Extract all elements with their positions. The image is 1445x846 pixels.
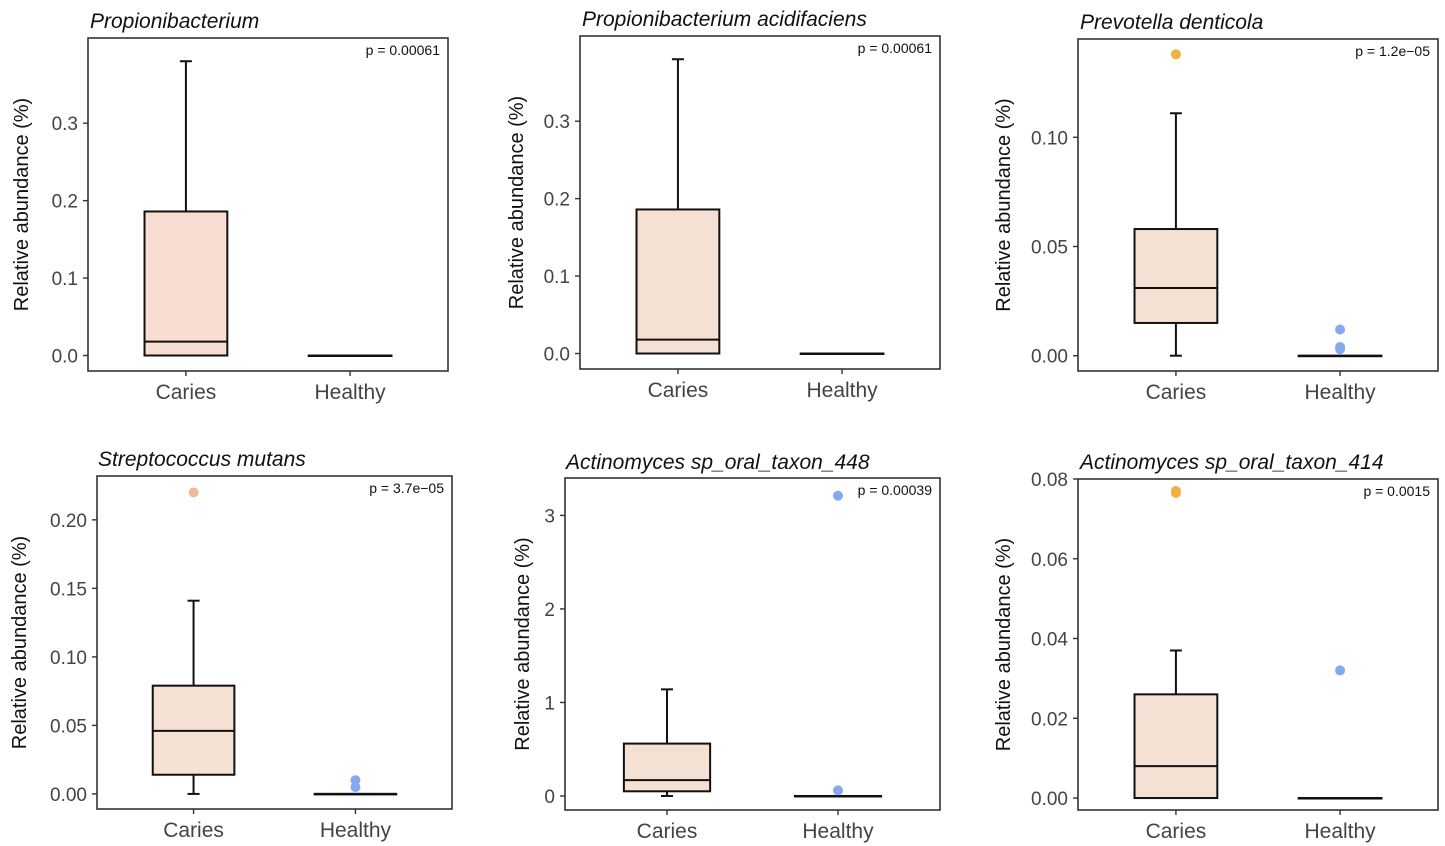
- y-tick-label: 0.02: [1031, 709, 1068, 730]
- panel-title: Actinomyces sp_oral_taxon_414: [1078, 451, 1384, 474]
- panel-1: Propionibacterium p = 0.00061 Relative abu…: [11, 10, 449, 404]
- plot-frame: [579, 35, 941, 370]
- y-axis-label: Relative abundance (%): [11, 98, 33, 311]
- y-axis-label: Relative abundance (%): [993, 98, 1015, 311]
- panel-3: Prevotella denticola p = 1.2e−05 Relative …: [993, 11, 1439, 404]
- box-caries: [143, 60, 229, 357]
- y-axis-label: Relative abundance (%): [993, 538, 1015, 751]
- y-tick-label: 0.2: [52, 192, 78, 213]
- y-tick-label: 1: [544, 693, 555, 714]
- box-iqr: [635, 208, 721, 355]
- p-value-label: p = 3.7e−05: [369, 480, 444, 496]
- panel-title: Streptococcus mutans: [98, 448, 306, 471]
- box-healthy: [1297, 324, 1383, 358]
- y-tick-label: 0.20: [50, 511, 87, 532]
- box-iqr: [622, 742, 712, 793]
- x-tick-label-healthy: Healthy: [1304, 820, 1376, 843]
- x-tick-label-healthy: Healthy: [314, 381, 386, 404]
- x-tick-label-healthy: Healthy: [320, 819, 392, 842]
- y-tick-label: 0.3: [544, 112, 570, 133]
- panel-4: Streptococcus mutans p = 3.7e−05 Relative …: [9, 448, 453, 842]
- y-tick-label: 0.15: [50, 579, 87, 600]
- box-caries: [622, 688, 712, 797]
- box-iqr: [1133, 693, 1219, 800]
- y-tick-label: 0.1: [544, 267, 570, 288]
- x-tick-label-healthy: Healthy: [802, 820, 874, 843]
- y-tick-label: 0.00: [50, 785, 87, 806]
- box-caries: [1133, 485, 1219, 800]
- plot-frame: [564, 477, 941, 811]
- panel-2: Propionibacterium acidifaciens p = 0.0006…: [506, 8, 941, 402]
- panel-title: Propionibacterium acidifaciens: [582, 8, 867, 31]
- outlier-point: [833, 490, 843, 501]
- outlier-point: [350, 775, 361, 786]
- y-tick-label: 0.05: [50, 716, 87, 737]
- y-tick-label: 0.0: [544, 345, 570, 366]
- box-caries: [1133, 49, 1219, 357]
- outlier-point: [1170, 49, 1181, 60]
- outlier-point: [350, 782, 361, 793]
- outlier-point: [1335, 344, 1346, 355]
- plot-frame: [1077, 38, 1439, 372]
- y-tick-label: 0.06: [1031, 550, 1068, 571]
- y-tick-label: 0.04: [1031, 630, 1068, 651]
- x-tick-label-healthy: Healthy: [806, 379, 878, 402]
- x-tick-label-healthy: Healthy: [1304, 381, 1376, 404]
- outlier-point: [1170, 487, 1181, 498]
- y-axis-label: Relative abundance (%): [506, 96, 528, 309]
- box-healthy: [793, 490, 883, 798]
- outlier-point: [188, 487, 199, 498]
- x-tick-label-caries: Caries: [1146, 820, 1207, 843]
- y-tick-label: 0.3: [52, 114, 78, 135]
- panel-title: Prevotella denticola: [1080, 11, 1263, 34]
- panel-title: Actinomyces sp_oral_taxon_448: [564, 451, 870, 474]
- box-caries: [151, 487, 236, 795]
- y-axis-label: Relative abundance (%): [512, 537, 534, 750]
- p-value-label: p = 0.00061: [366, 42, 441, 58]
- box-healthy: [1297, 665, 1383, 800]
- y-tick-label: 0.1: [52, 269, 78, 290]
- p-value-label: p = 0.00039: [858, 482, 933, 498]
- y-tick-label: 0.2: [544, 190, 570, 211]
- box-iqr: [143, 210, 229, 357]
- y-axis-label: Relative abundance (%): [9, 536, 31, 749]
- p-value-label: p = 0.0015: [1363, 483, 1430, 499]
- y-tick-label: 0.10: [50, 648, 87, 669]
- y-tick-label: 0: [544, 787, 555, 808]
- y-tick-label: 0.00: [1031, 789, 1068, 810]
- y-tick-label: 0.08: [1031, 470, 1068, 491]
- p-value-label: p = 1.2e−05: [1355, 43, 1430, 59]
- x-tick-label-caries: Caries: [1146, 381, 1207, 404]
- x-tick-label-caries: Caries: [637, 820, 698, 843]
- outlier-point: [833, 785, 843, 796]
- panel-title: Propionibacterium: [90, 10, 259, 33]
- box-healthy: [313, 775, 398, 796]
- x-tick-label-caries: Caries: [163, 819, 224, 842]
- y-tick-label: 0.00: [1031, 347, 1068, 368]
- y-tick-label: 0.0: [52, 347, 78, 368]
- box-healthy: [799, 352, 885, 356]
- plot-frame: [1077, 478, 1439, 811]
- plot-frame: [87, 37, 449, 372]
- box-caries: [635, 58, 721, 355]
- x-tick-label-caries: Caries: [648, 379, 709, 402]
- y-tick-label: 0.10: [1031, 128, 1068, 149]
- outlier-point: [1335, 324, 1346, 335]
- box-healthy: [307, 354, 393, 358]
- plot-frame: [96, 475, 453, 810]
- outlier-point: [1335, 665, 1346, 676]
- y-tick-label: 0.05: [1031, 238, 1068, 259]
- y-tick-label: 2: [544, 600, 555, 621]
- y-tick-label: 3: [544, 506, 555, 527]
- box-iqr: [1133, 228, 1219, 324]
- p-value-label: p = 0.00061: [858, 40, 933, 56]
- x-tick-label-caries: Caries: [156, 381, 217, 404]
